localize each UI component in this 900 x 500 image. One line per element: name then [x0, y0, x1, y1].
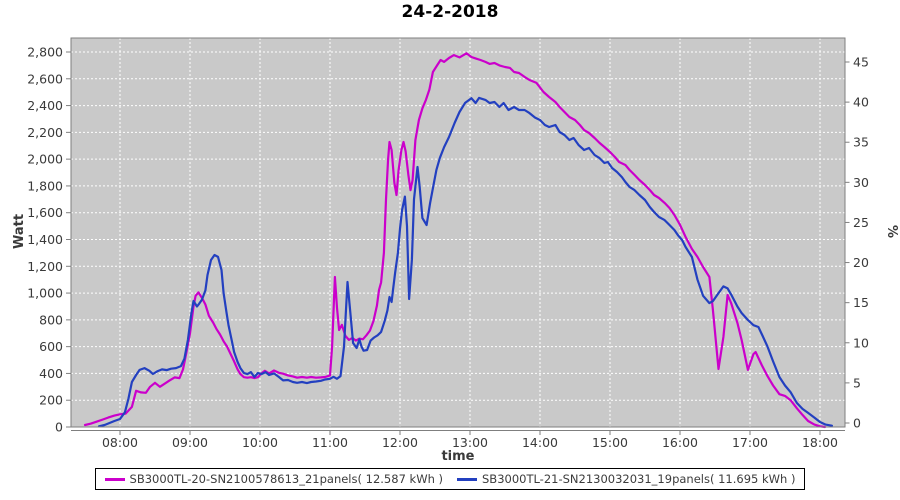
y-left-tick-label: 2,800 — [27, 45, 63, 60]
y-right-tick-label: 30 — [853, 175, 869, 190]
y-left-tick-label: 2,400 — [27, 98, 63, 113]
y-right-tick-label: 25 — [853, 215, 869, 230]
y-left-tick-label: 0 — [55, 420, 63, 435]
plot-background — [71, 38, 845, 427]
y-right-tick-label: 10 — [853, 335, 869, 350]
legend-line-sample-magenta — [104, 477, 125, 481]
legend-item-sb3000tl-21: SB3000TL-21-SN2130032031_19panels( 11.69… — [457, 472, 795, 486]
y-left-tick-label: 1,000 — [27, 286, 63, 301]
plot-border — [70, 37, 846, 428]
x-tick-label: 11:00 — [312, 435, 348, 450]
y-right-tick-label: 40 — [853, 95, 869, 110]
x-tick-label: 09:00 — [172, 435, 208, 450]
x-tick-label: 17:00 — [732, 435, 768, 450]
y-right-tick-label: 35 — [853, 135, 869, 150]
series-line-sb3000tl-21 — [97, 96, 834, 428]
legend-label-sb3000tl-20: SB3000TL-20-SN2100578613_21panels( 12.58… — [129, 472, 443, 486]
legend: SB3000TL-20-SN2100578613_21panels( 12.58… — [0, 468, 900, 490]
y-left-tick-label: 600 — [39, 339, 63, 354]
y-left-tick-label: 200 — [39, 393, 63, 408]
x-tick-label: 18:00 — [802, 435, 838, 450]
y-left-tick-label: 2,000 — [27, 152, 63, 167]
y-left-tick-label: 1,600 — [27, 205, 63, 220]
chart-title: 24-2-2018 — [401, 2, 499, 22]
y-right-tick-label: 5 — [853, 375, 861, 390]
y-right-tick-label: 20 — [853, 255, 869, 270]
x-tick-label: 14:00 — [522, 435, 558, 450]
y-right-tick-label: 15 — [853, 295, 869, 310]
series-line-sb3000tl-20 — [83, 52, 827, 429]
x-tick-label: 10:00 — [242, 435, 278, 450]
x-tick-label: 13:00 — [452, 435, 488, 450]
legend-box: SB3000TL-20-SN2100578613_21panels( 12.58… — [94, 468, 806, 490]
x-axis-title: time — [441, 449, 475, 464]
legend-line-sample-blue — [457, 477, 477, 481]
y-left-tick-label: 2,200 — [27, 125, 63, 140]
x-tick-label: 12:00 — [382, 435, 418, 450]
y-right-axis-title: % — [883, 224, 899, 239]
x-tick-label: 16:00 — [662, 435, 698, 450]
legend-label-sb3000tl-21: SB3000TL-21-SN2130032031_19panels( 11.69… — [482, 472, 796, 486]
y-right-tick-label: 45 — [853, 55, 869, 70]
y-right-tick-label: 0 — [853, 416, 861, 431]
x-tick-label: 08:00 — [102, 435, 138, 450]
x-tick-label: 15:00 — [592, 435, 628, 450]
legend-item-sb3000tl-20: SB3000TL-20-SN2100578613_21panels( 12.58… — [104, 472, 443, 486]
y-left-tick-label: 1,400 — [27, 232, 63, 247]
y-left-axis-title: Watt — [12, 213, 28, 250]
y-left-tick-label: 1,200 — [27, 259, 63, 274]
y-left-tick-label: 2,600 — [27, 71, 63, 86]
y-left-tick-label: 800 — [39, 312, 63, 327]
y-left-tick-label: 400 — [39, 366, 63, 381]
y-left-tick-label: 1,800 — [27, 178, 63, 193]
